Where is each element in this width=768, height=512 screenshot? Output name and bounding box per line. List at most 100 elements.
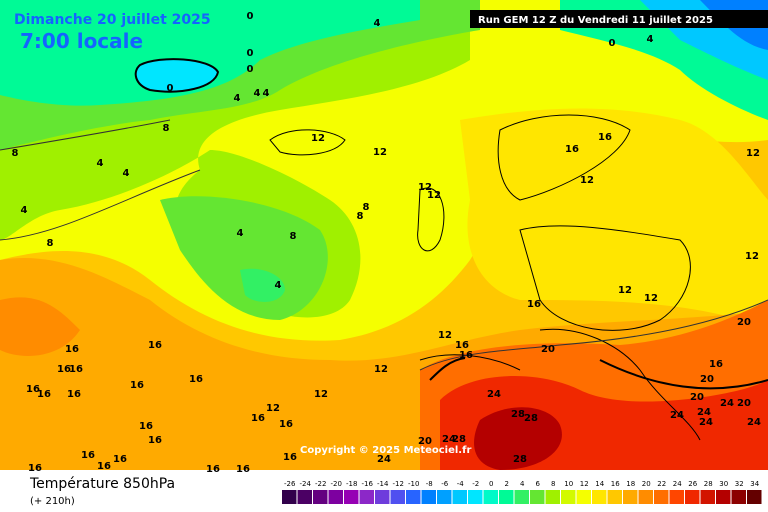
scale-tick-label: 8 <box>551 480 555 488</box>
contour-label: 16 <box>81 450 95 461</box>
scale-swatch <box>607 490 622 504</box>
scale-tick-label: -8 <box>426 480 433 488</box>
contour-label: 12 <box>644 293 658 304</box>
contour-label: 12 <box>373 147 387 158</box>
contour-label: 16 <box>148 340 162 351</box>
contour-label: 12 <box>580 175 594 186</box>
scale-swatch <box>437 490 452 504</box>
field-20 <box>0 297 80 356</box>
contour-label: 12 <box>374 364 388 375</box>
scale-tick-label: -22 <box>315 480 326 488</box>
scale-swatch <box>561 490 576 504</box>
forecast-date: Dimanche 20 juillet 2025 <box>14 12 211 28</box>
contour-label: 24 <box>747 417 761 428</box>
scale-tick-label: 0 <box>489 480 493 488</box>
scale-swatch <box>592 490 607 504</box>
contour-label: 20 <box>690 392 704 403</box>
scale-swatch <box>406 490 421 504</box>
lead-time: (+ 210h) <box>30 496 75 507</box>
scale-tick-label: 2 <box>505 480 509 488</box>
scale-swatch <box>375 490 390 504</box>
contour-label: 4 <box>234 93 241 104</box>
contour-label: 16 <box>251 413 265 424</box>
contour-label: 28 <box>452 434 466 445</box>
contour-label: 8 <box>363 202 370 213</box>
field-2 <box>240 268 285 302</box>
contour-label: 16 <box>37 389 51 400</box>
contour-label: 4 <box>97 158 104 169</box>
scale-swatch <box>669 490 684 504</box>
forecast-time: 7:00 locale <box>20 29 143 53</box>
variable-title: Température 850hPa <box>29 476 175 492</box>
scale-swatch <box>747 490 762 504</box>
scale-tick-label: -6 <box>441 480 449 488</box>
contour-label: 24 <box>697 407 711 418</box>
contour-label: 12 <box>618 285 632 296</box>
contour-label: 28 <box>524 413 538 424</box>
scale-swatch <box>483 490 498 504</box>
contour-label: 16 <box>527 299 541 310</box>
scale-swatch <box>499 490 514 504</box>
scale-tick-label: 22 <box>657 480 666 488</box>
contour-label: 8 <box>47 238 54 249</box>
scale-swatch <box>359 490 374 504</box>
scale-swatch <box>638 490 653 504</box>
contour-label: 0 <box>167 83 174 94</box>
field-14 <box>460 108 768 330</box>
coastlines <box>269 114 701 441</box>
contour-label: 20 <box>418 436 432 447</box>
contour-label: 12 <box>314 389 328 400</box>
contour-label: 20 <box>737 398 751 409</box>
contour-label: 16 <box>148 435 162 446</box>
contour-label: 4 <box>263 88 270 99</box>
scale-swatch <box>390 490 405 504</box>
contour-label: 16 <box>283 452 297 463</box>
contour-label: 28 <box>511 409 525 420</box>
scale-tick-label: -4 <box>457 480 465 488</box>
contour-label: 16 <box>139 421 153 432</box>
scale-tick-label: 16 <box>611 480 620 488</box>
contour-label: 8 <box>163 123 170 134</box>
scale-tick-label: 26 <box>688 480 697 488</box>
isotherms <box>0 119 768 371</box>
field-0 <box>0 0 420 106</box>
scale-tick-label: 14 <box>595 480 604 488</box>
field-cold <box>134 58 220 93</box>
contour-label: 28 <box>513 454 527 465</box>
scale-swatch <box>344 490 359 504</box>
contour-label: 16 <box>28 463 42 474</box>
contour-label: 4 <box>275 280 282 291</box>
scale-swatch <box>731 490 746 504</box>
scale-tick-label: 24 <box>673 480 682 488</box>
run-box <box>470 10 768 28</box>
contour-label: 24 <box>699 417 713 428</box>
contour-label: 12 <box>745 251 759 262</box>
scale-tick-label: -14 <box>377 480 389 488</box>
contour-label: 8 <box>357 211 364 222</box>
scale-tick-label: -2 <box>472 480 479 488</box>
contour-label: 16 <box>57 364 71 375</box>
field-30 <box>474 407 562 470</box>
contour-label: 12 <box>427 190 441 201</box>
contour-label: 4 <box>374 18 381 29</box>
contour-label: 20 <box>737 317 751 328</box>
scale-swatch <box>700 490 715 504</box>
scale-swatch <box>530 490 545 504</box>
contour-label: 4 <box>254 88 261 99</box>
scale-tick-label: -10 <box>408 480 419 488</box>
scale-swatch <box>421 490 436 504</box>
contour-label: 0 <box>247 48 254 59</box>
scale-swatch <box>545 490 560 504</box>
scale-swatch <box>328 490 343 504</box>
field-4 <box>160 196 328 320</box>
contour-label: 16 <box>565 144 579 155</box>
scale-swatch <box>623 490 638 504</box>
scale-tick-label: 18 <box>626 480 635 488</box>
scale-tick-label: 12 <box>580 480 589 488</box>
contour-label: 24 <box>377 454 391 465</box>
contour-label: 20 <box>700 374 714 385</box>
scale-tick-label: -24 <box>300 480 312 488</box>
copyright: Copyright © 2025 Meteociel.fr <box>300 445 471 456</box>
